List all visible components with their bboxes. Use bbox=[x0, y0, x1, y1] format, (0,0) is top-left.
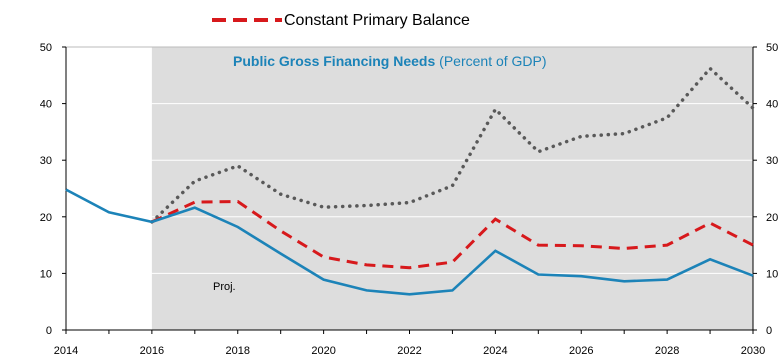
y-left-tick-label-30: 30 bbox=[40, 155, 52, 167]
x-tick-label-2014: 2014 bbox=[54, 345, 78, 357]
series-group bbox=[65, 65, 755, 296]
legend: Constant Primary Balance bbox=[212, 12, 470, 29]
x-axis-ticks: 2014 2016 2018 2020 2022 2024 2026 2028 2030 bbox=[54, 330, 765, 357]
chart-title-main: Public Gross Financing Needs bbox=[233, 53, 435, 69]
x-tick-label-2030: 2030 bbox=[741, 345, 765, 357]
series-line-baseline bbox=[65, 188, 754, 296]
y-left-tick-label-0: 0 bbox=[46, 325, 52, 337]
gridlines bbox=[66, 103, 753, 274]
y-left-tick-label-10: 10 bbox=[40, 268, 52, 280]
x-tick-label-2020: 2020 bbox=[311, 345, 335, 357]
x-tick-label-2022: 2022 bbox=[397, 345, 421, 357]
x-tick-label-2024: 2024 bbox=[483, 345, 507, 357]
chart-title: Public Gross Financing Needs (Percent of… bbox=[233, 53, 547, 69]
projection-shading bbox=[151, 47, 753, 330]
series-line-dotted bbox=[150, 65, 755, 224]
y-left-tick-label-40: 40 bbox=[40, 99, 52, 111]
x-tick-label-2026: 2026 bbox=[569, 345, 593, 357]
y-right-tick-label-40: 40 bbox=[766, 99, 778, 111]
y-axis-left-ticks: 0 10 20 30 40 50 bbox=[40, 42, 66, 337]
y-right-tick-label-30: 30 bbox=[766, 155, 778, 167]
x-tick-label-2016: 2016 bbox=[140, 345, 164, 357]
y-right-tick-label-50: 50 bbox=[766, 42, 778, 54]
x-tick-label-2028: 2028 bbox=[655, 345, 679, 357]
y-right-tick-label-0: 0 bbox=[766, 325, 772, 337]
y-right-tick-label-20: 20 bbox=[766, 212, 778, 224]
y-axis-right-ticks: 0 10 20 30 40 50 bbox=[753, 42, 778, 337]
y-left-tick-label-50: 50 bbox=[40, 42, 52, 54]
x-tick-label-2018: 2018 bbox=[226, 345, 250, 357]
legend-label-constant-primary-balance: Constant Primary Balance bbox=[284, 12, 470, 29]
series-line-constant-primary-balance bbox=[151, 199, 754, 270]
projection-label: Proj. bbox=[213, 281, 236, 293]
y-left-tick-label-20: 20 bbox=[40, 212, 52, 224]
chart-title-units: (Percent of GDP) bbox=[435, 53, 546, 69]
y-right-tick-label-10: 10 bbox=[766, 268, 778, 280]
